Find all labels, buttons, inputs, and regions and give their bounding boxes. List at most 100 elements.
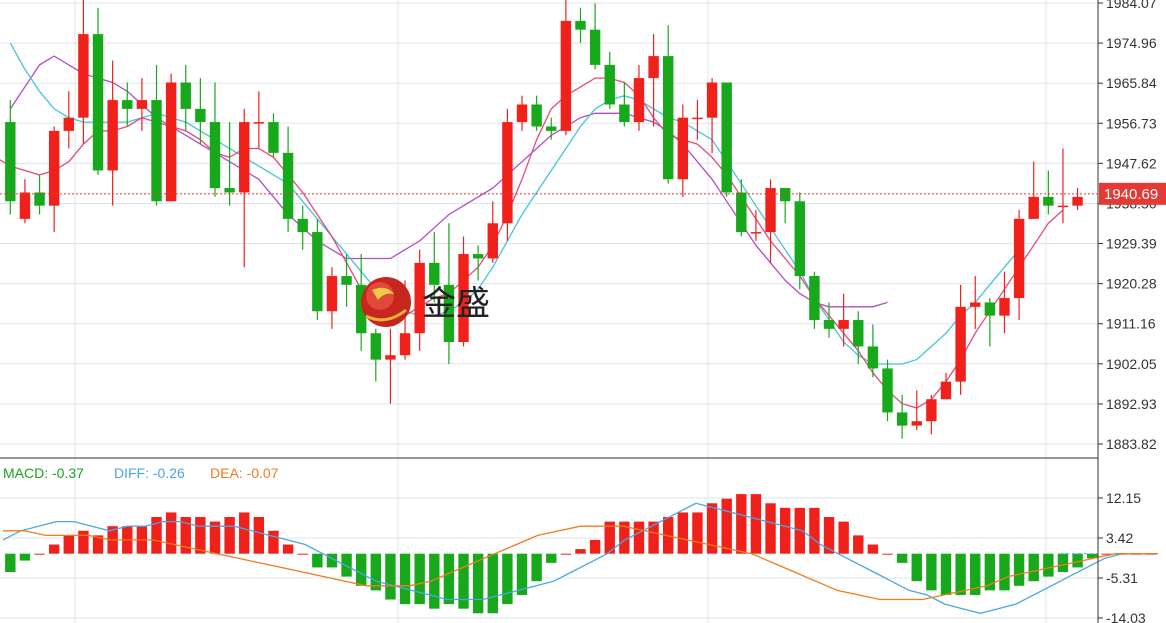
macd-bar (19, 553, 31, 561)
candle-body (823, 320, 835, 329)
candle-body (867, 346, 879, 369)
candle-body (5, 122, 16, 202)
candle-body (663, 56, 674, 180)
candle-body (136, 100, 148, 109)
candle-body (370, 333, 382, 360)
macd-bar (195, 517, 206, 554)
ma-mid-line (9, 42, 1020, 365)
price-tick-label: 1911.16 (1106, 316, 1156, 332)
macd-bar (648, 521, 659, 554)
macd-bar (5, 553, 16, 573)
candle-body (706, 82, 718, 118)
macd-tick-label: -5.31 (1106, 570, 1138, 586)
candle-body (502, 122, 513, 224)
macd-bar (882, 553, 893, 555)
macd-bar (809, 507, 820, 554)
candle-body (794, 201, 805, 277)
macd-bar (560, 553, 572, 555)
candle-body (911, 421, 922, 426)
price-tick-label: 1929.39 (1106, 236, 1157, 252)
macd-bar (180, 517, 191, 554)
candle-body (940, 381, 952, 400)
macd-bar (853, 535, 864, 554)
macd-bar (896, 553, 908, 563)
macd-bar (633, 521, 645, 554)
current-price-tag: 1940.69 (1099, 182, 1166, 205)
candle-body (1057, 205, 1069, 208)
candlestick-series (5, 0, 1083, 439)
macd-bar (677, 512, 689, 554)
candle-body (312, 232, 323, 312)
macd-bar (385, 553, 396, 600)
price-tick-label: 1892.93 (1106, 396, 1157, 412)
candle-body (619, 104, 630, 123)
candle-body (575, 20, 586, 30)
macd-bar (253, 517, 265, 554)
macd-bar (794, 507, 805, 554)
macd-bar (341, 553, 352, 577)
candle-body (180, 82, 191, 109)
candle-body (282, 152, 294, 219)
macd-value-label: MACD: -0.37 (3, 465, 84, 481)
moving-average-lines (0, 42, 1064, 409)
macd-bar (867, 544, 879, 554)
macd-bar (1043, 553, 1054, 577)
macd-bar (575, 549, 586, 554)
candle-body (326, 276, 338, 312)
grid-lines (0, 0, 1098, 623)
macd-bar (92, 535, 104, 554)
brand-logo: 金盛 (361, 277, 490, 327)
macd-bar (604, 521, 615, 554)
candle-body (999, 298, 1010, 316)
candle-body (19, 192, 31, 219)
macd-bar (78, 530, 89, 554)
price-tick-label: 1902.05 (1106, 356, 1157, 372)
candle-body (399, 333, 411, 356)
candle-body (209, 122, 221, 189)
candle-body (765, 188, 776, 233)
macd-bar (1101, 553, 1113, 555)
price-tick-label: 1920.28 (1106, 276, 1157, 292)
macd-lines (2, 502, 1158, 614)
macd-bar (224, 517, 235, 554)
candle-body (736, 192, 747, 233)
candle-body (926, 399, 937, 422)
candle-body (809, 276, 820, 321)
macd-bar (268, 530, 279, 554)
price-tick-label: 1883.82 (1106, 436, 1157, 452)
diff-line (2, 502, 1158, 614)
macd-bar (34, 553, 45, 555)
candle-body (779, 188, 791, 202)
macd-bar (1057, 553, 1069, 573)
price-tick-label: 1956.73 (1106, 115, 1157, 131)
macd-bar (970, 553, 981, 595)
candle-body (341, 276, 352, 285)
candle-body (1043, 196, 1054, 206)
candle-body (516, 104, 528, 123)
logo-text: 金盛 (422, 284, 490, 324)
macd-bar (546, 553, 557, 563)
macd-bar (619, 521, 630, 554)
macd-bar (63, 535, 74, 554)
candle-body (633, 78, 645, 123)
candle-body (122, 100, 133, 109)
price-axis: 1984.071974.961965.841956.731947.621938.… (1098, 0, 1157, 452)
candle-body (648, 56, 659, 79)
macd-bar (1028, 553, 1039, 582)
macd-bar (516, 553, 528, 595)
macd-bar (370, 553, 382, 591)
candle-body (355, 284, 367, 334)
macd-bar (999, 553, 1010, 591)
macd-bar (472, 553, 484, 614)
candle-body (253, 122, 265, 124)
macd-bar (48, 544, 60, 554)
macd-bar (940, 553, 952, 595)
macd-tick-label: 12.15 (1106, 490, 1141, 506)
macd-bar (429, 553, 440, 609)
macd-bar (502, 553, 513, 605)
candle-body (692, 117, 703, 120)
price-tick-label: 1947.62 (1106, 155, 1157, 171)
macd-bar (414, 553, 425, 605)
candle-body (195, 108, 206, 123)
